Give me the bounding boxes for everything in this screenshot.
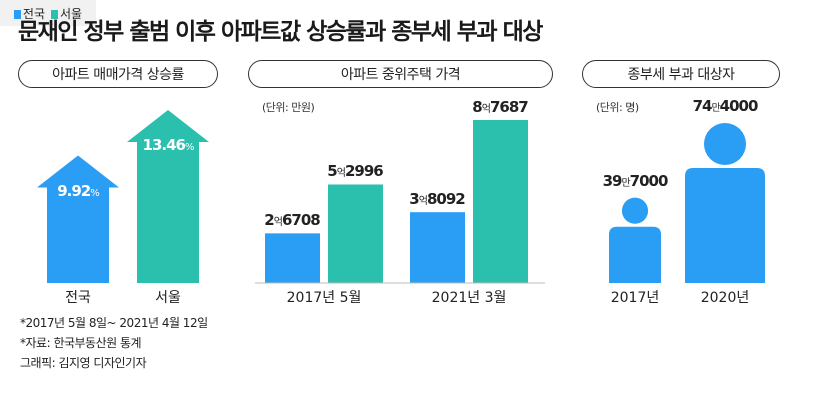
person-head-icon: [704, 123, 746, 165]
footnote-credit: 그래픽: 김지영 디자인기자: [20, 356, 147, 370]
arrow-national: [37, 155, 119, 283]
bar-value-label: 5억2996: [327, 162, 383, 181]
bar-value-label: 3억8092: [409, 190, 465, 209]
footnote-source: *자료: 한국부동산원 통계: [20, 336, 142, 350]
arrow-value-label: 9.92%: [57, 181, 99, 200]
arrow-seoul: [127, 110, 209, 283]
bar-seoul: [328, 184, 383, 283]
bar-value-label: 8억7687: [472, 98, 528, 116]
person-value-label: 39만7000: [602, 171, 669, 190]
x-tick-label: 2021년 3월: [431, 290, 507, 306]
panel3-unit: (단위: 명): [596, 101, 639, 114]
person-value-label: 74만4000: [692, 97, 759, 115]
x-tick-label: 전국: [65, 290, 91, 306]
bar-value-label: 2억6708: [264, 211, 320, 230]
panel3-title: 종부세 부과 대상자: [582, 60, 780, 88]
chart-title: 문재인 정부 출범 이후 아파트값 상승률과 종부세 부과 대상: [18, 19, 543, 45]
legend-national: 전국: [13, 5, 45, 22]
arrow-value-label: 13.46%: [142, 136, 195, 155]
bar-national: [410, 212, 465, 283]
x-tick-label: 2017년: [610, 290, 660, 306]
panel1-title: 아파트 매매가격 상승률: [18, 60, 218, 88]
x-tick-label: 2017년 5월: [286, 290, 362, 306]
x-tick-label: 2020년: [700, 290, 750, 306]
panel2-unit: (단위: 만원): [262, 101, 315, 114]
footnote-period: *2017년 5월 8일~ 2021년 4월 12일: [20, 316, 208, 330]
x-tick-label: 서울: [155, 290, 181, 306]
person-body-icon: [608, 226, 662, 283]
person-body-icon: [685, 168, 765, 283]
panel2-title: 아파트 중위주택 가격: [248, 60, 553, 88]
bar-national: [265, 233, 320, 283]
person-head-icon: [621, 197, 649, 224]
legend: 전국 서울: [0, 0, 96, 26]
bar-seoul: [473, 120, 528, 283]
legend-seoul: 서울: [51, 5, 82, 22]
